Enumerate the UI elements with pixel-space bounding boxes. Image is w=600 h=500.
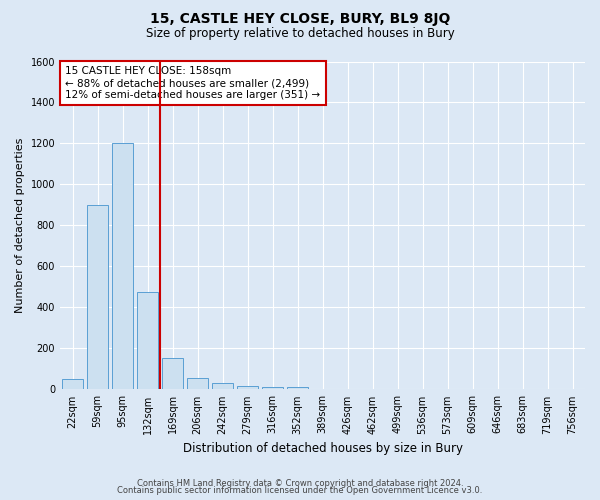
Bar bbox=[87, 205, 108, 390]
Bar bbox=[187, 378, 208, 390]
Bar bbox=[162, 358, 183, 390]
Bar bbox=[112, 144, 133, 390]
Text: 15 CASTLE HEY CLOSE: 158sqm
← 88% of detached houses are smaller (2,499)
12% of : 15 CASTLE HEY CLOSE: 158sqm ← 88% of det… bbox=[65, 66, 320, 100]
Text: Size of property relative to detached houses in Bury: Size of property relative to detached ho… bbox=[146, 28, 454, 40]
Bar bbox=[62, 379, 83, 390]
X-axis label: Distribution of detached houses by size in Bury: Distribution of detached houses by size … bbox=[182, 442, 463, 455]
Bar bbox=[262, 387, 283, 390]
Bar bbox=[287, 387, 308, 390]
Text: Contains public sector information licensed under the Open Government Licence v3: Contains public sector information licen… bbox=[118, 486, 482, 495]
Bar bbox=[237, 386, 258, 390]
Bar bbox=[137, 292, 158, 390]
Text: Contains HM Land Registry data © Crown copyright and database right 2024.: Contains HM Land Registry data © Crown c… bbox=[137, 478, 463, 488]
Text: 15, CASTLE HEY CLOSE, BURY, BL9 8JQ: 15, CASTLE HEY CLOSE, BURY, BL9 8JQ bbox=[150, 12, 450, 26]
Bar bbox=[212, 384, 233, 390]
Y-axis label: Number of detached properties: Number of detached properties bbox=[15, 138, 25, 313]
